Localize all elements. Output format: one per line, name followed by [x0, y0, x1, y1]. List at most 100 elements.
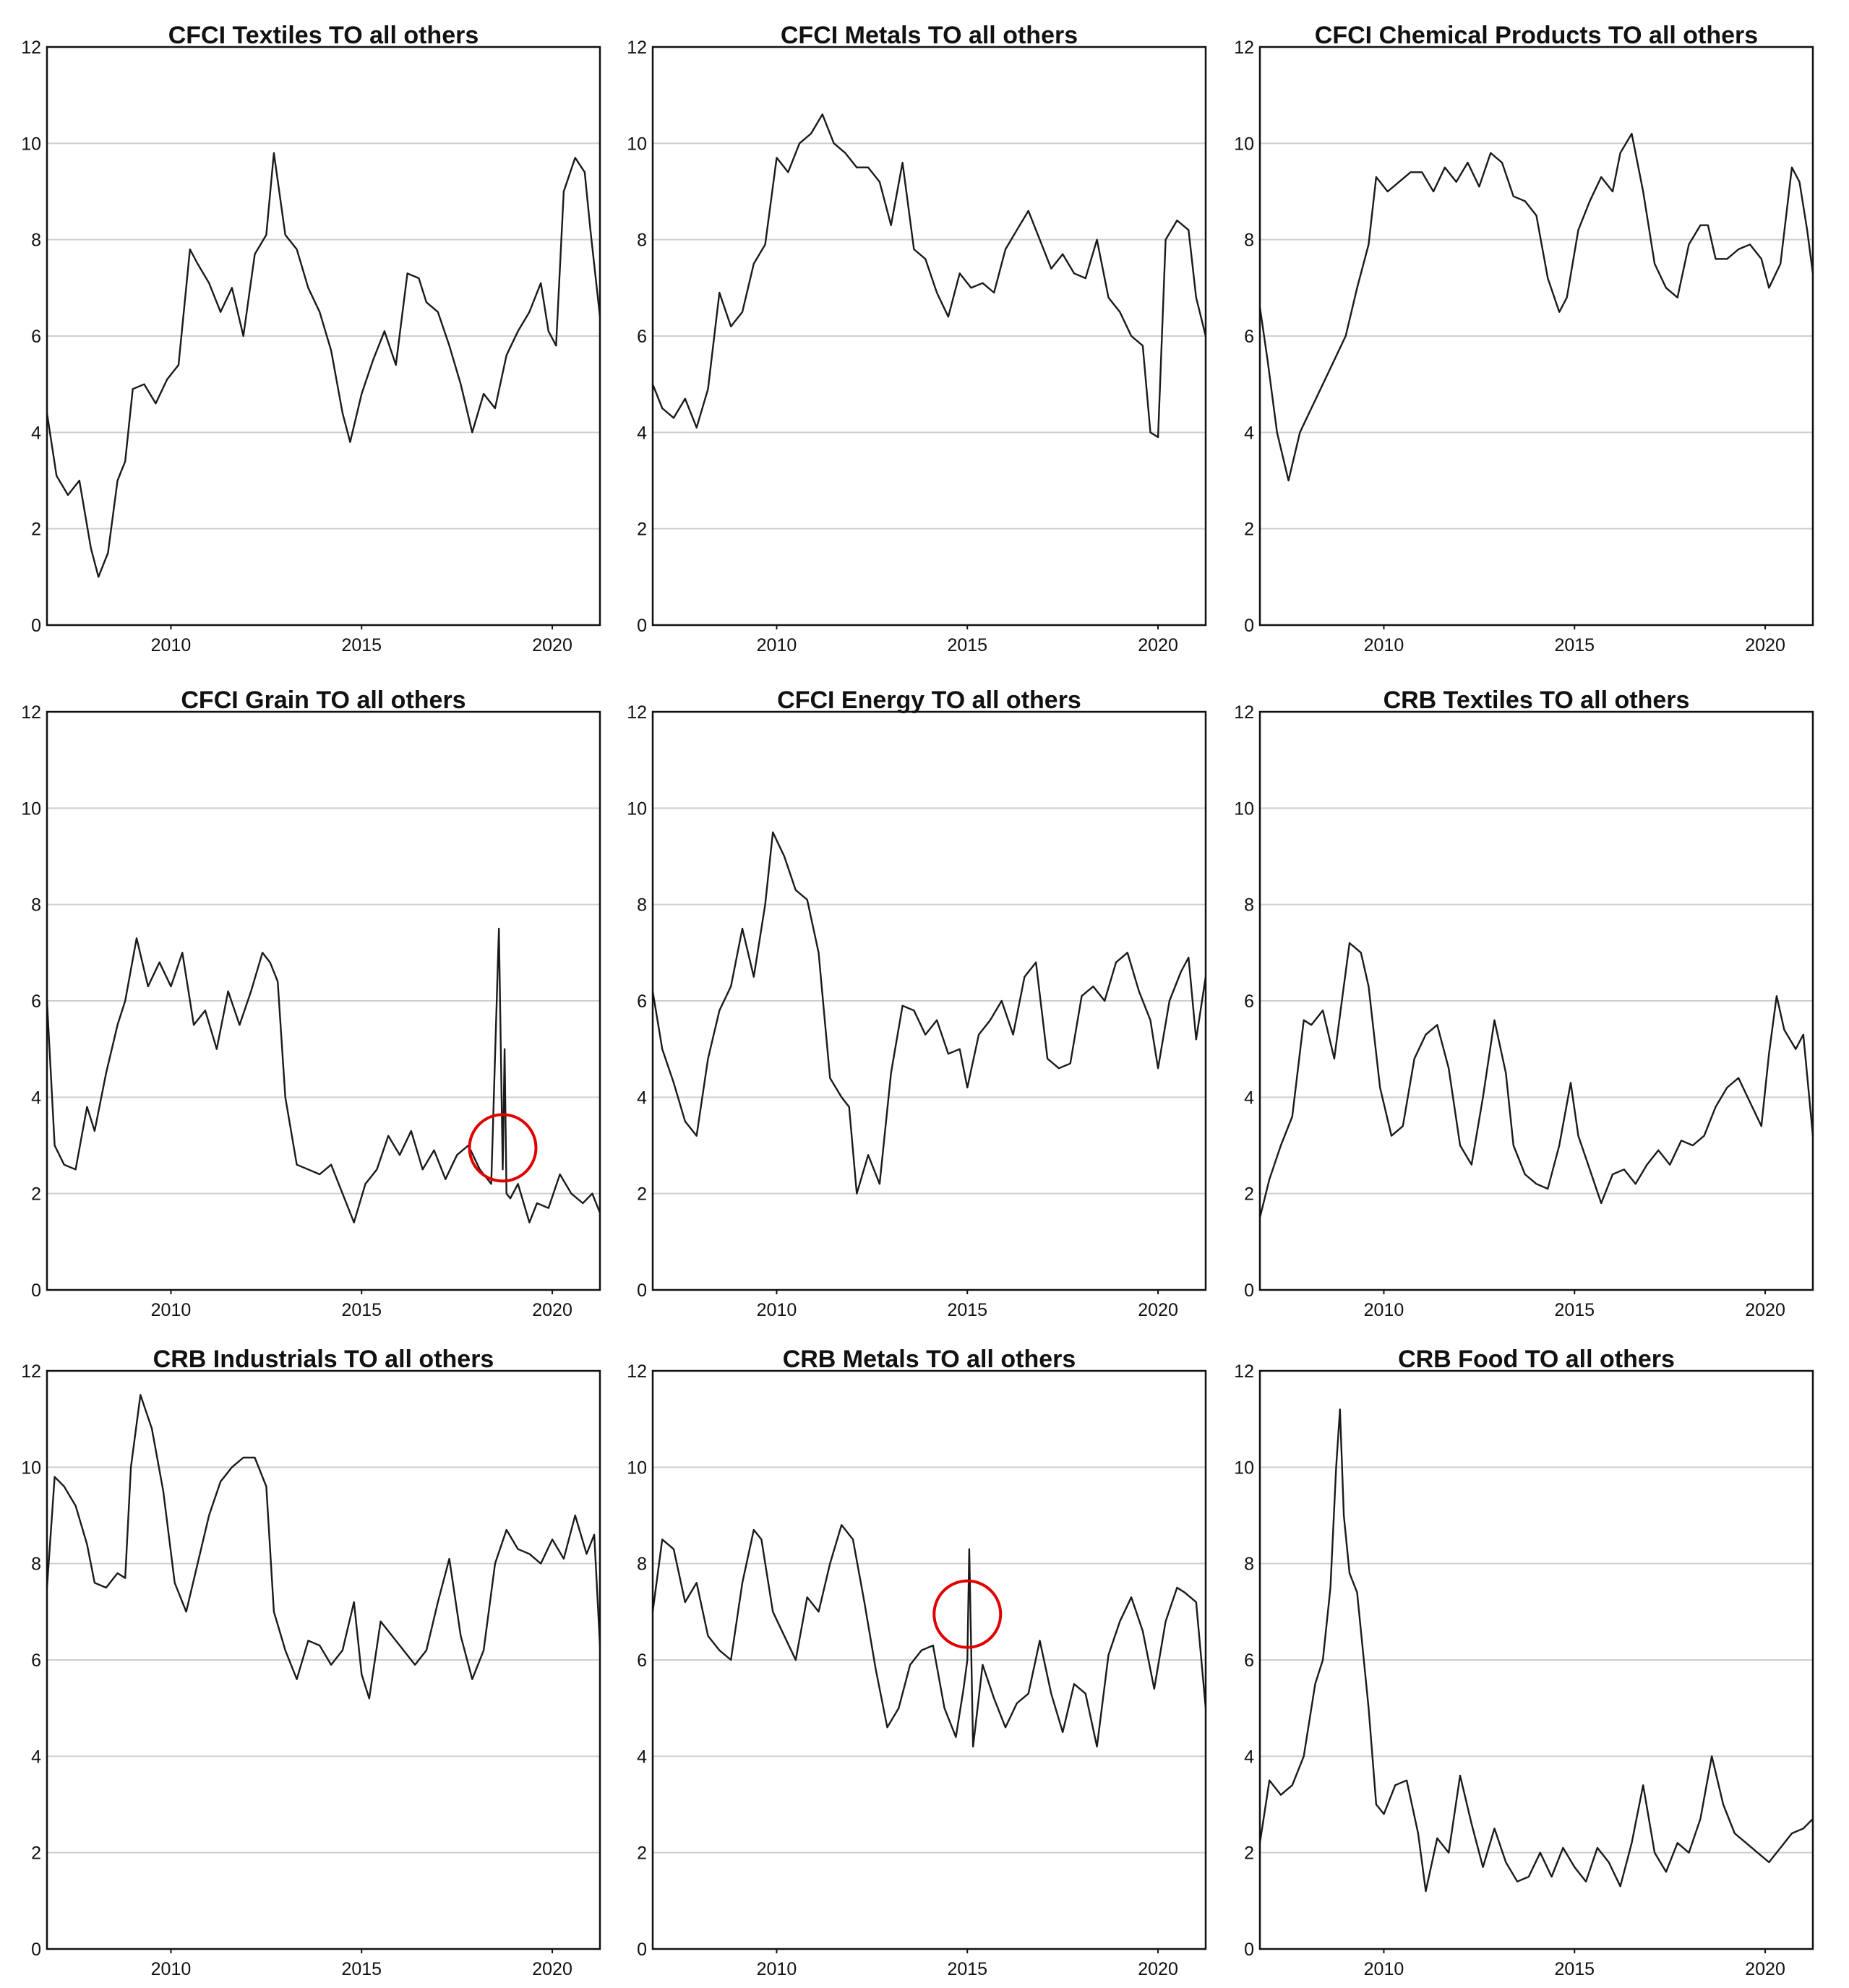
plot-frame: [1258, 710, 1814, 1291]
plot-frame: [651, 46, 1207, 627]
y-tick-label: 4: [637, 1088, 647, 1108]
y-tick-label: 10: [627, 1458, 647, 1478]
chart-panel: 0 2 4 6 8 10 12 2010 2015 2020 CRB Industrials TO …: [0, 1324, 607, 1981]
y-tick-label: 2: [1244, 1184, 1254, 1205]
series-line: [46, 1394, 601, 1700]
series-line: [1258, 1408, 1814, 1893]
y-tick-label: 4: [1244, 423, 1254, 443]
x-tick-label: 2020: [1745, 635, 1785, 655]
y-tick-label: 12: [21, 702, 41, 723]
y-tick-label: 0: [1244, 1940, 1254, 1960]
chart-svg: 0 2 4 6 8 10 12 2010 2015 2020 CFCI Textiles TO al…: [21, 22, 601, 655]
y-tick-label: 6: [31, 327, 41, 347]
y-tick-label: 10: [1234, 799, 1254, 819]
highlight-circle: [932, 1579, 1003, 1649]
x-tick-label: 2020: [532, 635, 572, 655]
y-tick-label: 2: [637, 520, 647, 540]
plot-frame: [46, 1369, 601, 1950]
y-tick-label: 10: [21, 799, 41, 819]
x-tick-label: 2015: [947, 1300, 987, 1320]
y-tick-label: 12: [1234, 38, 1254, 58]
chart-panel: 0 2 4 6 8 10 12 2010 2015 2020 CRB Metals TO all o…: [606, 1324, 1213, 1981]
y-tick-label: 10: [1234, 134, 1254, 154]
y-tick-label: 0: [637, 616, 647, 636]
y-tick-label: 2: [637, 1843, 647, 1864]
plot-frame: [651, 710, 1207, 1291]
y-tick-label: 8: [637, 231, 647, 251]
y-tick-label: 2: [31, 1843, 41, 1864]
y-tick-label: 8: [637, 1554, 647, 1575]
series-line: [46, 927, 601, 1223]
x-tick-label: 2010: [1364, 635, 1404, 655]
plot-frame: [46, 710, 601, 1291]
x-tick-label: 2010: [757, 1959, 797, 1979]
chart-panel: 0 2 4 6 8 10 12 2010 2015 2020 CRB Textiles TO all…: [1213, 665, 1820, 1322]
x-tick-label: 2015: [341, 1300, 382, 1320]
y-tick-label: 10: [627, 799, 647, 819]
series-line: [1258, 132, 1814, 482]
y-tick-label: 0: [637, 1940, 647, 1960]
x-tick-label: 2010: [1364, 1300, 1404, 1320]
y-tick-label: 6: [1244, 327, 1254, 347]
series-line: [46, 152, 601, 578]
y-tick-label: 4: [31, 423, 41, 443]
series-line: [651, 831, 1207, 1195]
y-tick-label: 12: [21, 38, 41, 58]
chart-svg: 0 2 4 6 8 10 12 2010 2015 2020 CRB Food TO all oth…: [1234, 1346, 1814, 1979]
y-tick-label: 0: [31, 616, 41, 636]
chart-title: CFCI Chemical Products TO all others: [1315, 22, 1758, 49]
y-tick-label: 4: [637, 423, 647, 443]
y-tick-label: 12: [627, 1361, 647, 1382]
y-tick-label: 4: [637, 1747, 647, 1767]
chart-svg: 0 2 4 6 8 10 12 2010 2015 2020 CFCI Chemical Produ…: [1234, 22, 1814, 655]
chart-title: CFCI Metals TO all others: [781, 22, 1078, 49]
y-tick-label: 0: [1244, 616, 1254, 636]
chart-title: CRB Food TO all others: [1398, 1346, 1675, 1373]
y-tick-label: 12: [627, 702, 647, 723]
chart-panel: 0 2 4 6 8 10 12 2010 2015 2020 CFCI Grain TO all o…: [0, 665, 607, 1322]
x-tick-label: 2015: [1554, 635, 1595, 655]
chart-svg: 0 2 4 6 8 10 12 2010 2015 2020 CFCI Metals TO all …: [627, 22, 1207, 655]
y-tick-label: 8: [31, 231, 41, 251]
chart-panel: 0 2 4 6 8 10 12 2010 2015 2020 CFCI Chemical Produ…: [1213, 0, 1820, 658]
chart-title: CFCI Energy TO all others: [777, 687, 1081, 714]
plot-frame: [1258, 1369, 1814, 1950]
y-tick-label: 4: [31, 1088, 41, 1108]
x-tick-label: 2010: [757, 635, 797, 655]
chart-svg: 0 2 4 6 8 10 12 2010 2015 2020 CFCI Energy TO all …: [627, 687, 1207, 1320]
y-tick-label: 8: [637, 895, 647, 916]
y-tick-label: 6: [637, 327, 647, 347]
y-tick-label: 2: [1244, 1843, 1254, 1864]
y-tick-label: 12: [1234, 702, 1254, 723]
x-tick-label: 2015: [947, 1959, 987, 1979]
y-tick-label: 4: [1244, 1747, 1254, 1767]
x-tick-label: 2010: [151, 1959, 192, 1979]
chart-panel: 0 2 4 6 8 10 12 2010 2015 2020 CRB Food TO all oth…: [1213, 1324, 1820, 1981]
y-tick-label: 0: [31, 1281, 41, 1301]
chart-panel: 0 2 4 6 8 10 12 2010 2015 2020 CFCI Metals TO all …: [606, 0, 1213, 658]
y-tick-label: 8: [31, 895, 41, 916]
chart-svg: 0 2 4 6 8 10 12 2010 2015 2020 CRB Industrials TO …: [21, 1346, 601, 1979]
x-tick-label: 2020: [532, 1300, 572, 1320]
series-line: [1258, 942, 1814, 1218]
y-tick-label: 4: [1244, 1088, 1254, 1108]
x-tick-label: 2020: [532, 1959, 572, 1979]
x-tick-label: 2010: [151, 635, 192, 655]
y-tick-label: 8: [31, 1554, 41, 1575]
y-tick-label: 10: [627, 134, 647, 154]
chart-title: CFCI Textiles TO all others: [168, 22, 479, 49]
x-tick-label: 2010: [151, 1300, 192, 1320]
x-tick-label: 2020: [1138, 1959, 1178, 1979]
y-tick-label: 8: [1244, 1554, 1254, 1575]
chart-svg: 0 2 4 6 8 10 12 2010 2015 2020 CFCI Grain TO all o…: [21, 687, 601, 1320]
y-tick-label: 8: [1244, 231, 1254, 251]
x-tick-label: 2015: [1554, 1959, 1595, 1979]
x-tick-label: 2015: [341, 1959, 382, 1979]
x-tick-label: 2015: [947, 635, 987, 655]
y-tick-label: 12: [21, 1361, 41, 1382]
y-tick-label: 10: [1234, 1458, 1254, 1478]
chart-svg: 0 2 4 6 8 10 12 2010 2015 2020 CRB Metals TO all o…: [627, 1346, 1207, 1979]
y-tick-label: 10: [21, 134, 41, 154]
x-tick-label: 2020: [1138, 1300, 1178, 1320]
